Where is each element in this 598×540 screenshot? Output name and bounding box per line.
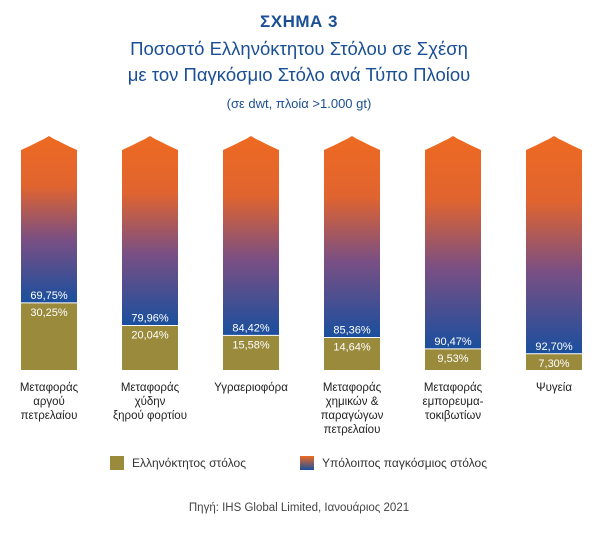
category-label-line: Ψυγεία — [536, 382, 572, 394]
bar-world-0 — [21, 136, 77, 303]
figure-number: ΣΧΗΜΑ 3 — [260, 12, 338, 31]
chart-subtitle: (σε dwt, πλοία >1.000 gt) — [226, 96, 372, 111]
category-label-line: χημικών & — [325, 396, 379, 408]
category-label-line: πετρελαίου — [323, 424, 381, 436]
category-label-line: αργού — [33, 396, 65, 408]
bar-greek-2 — [223, 335, 279, 370]
bar-world-2 — [223, 136, 279, 336]
data-label-greek-1: 20,04% — [131, 330, 169, 342]
category-label-line: εμπορευμα- — [422, 396, 484, 408]
category-label-line: πετρελαίου — [20, 410, 78, 422]
data-label-world-5: 92,70% — [535, 341, 573, 353]
category-label-line: παραγώγων — [320, 410, 384, 422]
category-label-4: Μεταφοράς εμπορευμα-τοκιβωτίων — [398, 381, 508, 423]
category-label-line: Μεταφοράς — [19, 382, 79, 394]
bar-greek-1 — [122, 325, 178, 370]
bar-world-5 — [526, 136, 582, 354]
legend-label-greek: Ελληνόκτητος στόλος — [132, 456, 246, 470]
category-label-line: ξηρού φορτίου — [113, 410, 187, 422]
bar-greek-5 — [526, 353, 582, 370]
bar-world-1 — [122, 136, 178, 326]
data-label-greek-0: 30,25% — [30, 307, 68, 319]
data-label-world-4: 90,47% — [434, 336, 472, 348]
data-label-greek-4: 9,53% — [437, 353, 468, 365]
legend-item-world: Υπόλοιπος παγκόσμιος στόλος — [300, 456, 487, 470]
category-label-line: Υγραεριοφόρα — [214, 382, 288, 394]
legend-label-world: Υπόλοιπος παγκόσμιος στόλος — [322, 456, 488, 470]
chart-title-line-1: Ποσοστό Ελληνόκτητου Στόλου σε Σχέση — [130, 38, 468, 59]
data-label-world-2: 84,42% — [232, 322, 270, 334]
data-label-greek-2: 15,58% — [232, 339, 270, 351]
bar-world-4 — [425, 136, 481, 349]
legend-swatch-greek — [110, 456, 124, 470]
category-label-line: τοκιβωτίων — [424, 410, 482, 422]
data-label-greek-5: 7,30% — [538, 358, 569, 370]
bar-greek-3 — [324, 337, 380, 370]
category-label-line: χύδην — [134, 396, 166, 408]
category-label-2: Υγραεριοφόρα — [196, 381, 306, 395]
category-label-line: Μεταφοράς — [120, 382, 180, 394]
legend-item-greek: Ελληνόκτητος στόλος — [110, 456, 246, 470]
category-label-3: Μεταφοράς χημικών & παραγώγων πετρελαίου — [297, 381, 407, 437]
category-label-line: Μεταφοράς — [322, 382, 382, 394]
category-label-1: Μεταφοράς χύδην ξηρού φορτίου — [95, 381, 205, 423]
bar-greek-4 — [425, 348, 481, 370]
bar-group: 69,75% 30,25% 79,96% 20,04% 84,42% 15,58% 85,3… — [21, 136, 582, 370]
data-label-greek-3: 14,64% — [333, 341, 371, 353]
category-label-5: Ψυγεία — [499, 381, 598, 395]
chart-title-line-2: με τον Παγκόσμιο Στόλο ανά Τύπο Πλοίου — [127, 64, 471, 85]
category-label-line: Μεταφοράς — [423, 382, 483, 394]
source-note: Πηγή: IHS Global Limited, Ιανουάριος 202… — [188, 502, 410, 514]
data-label-world-1: 79,96% — [131, 313, 169, 325]
category-label-0: Μεταφοράς αργού πετρελαίου — [0, 381, 104, 423]
data-label-world-0: 69,75% — [30, 290, 68, 302]
legend-swatch-world — [300, 456, 314, 470]
data-label-world-3: 85,36% — [333, 324, 371, 336]
bar-world-3 — [324, 136, 380, 338]
bar-greek-0 — [21, 302, 77, 370]
